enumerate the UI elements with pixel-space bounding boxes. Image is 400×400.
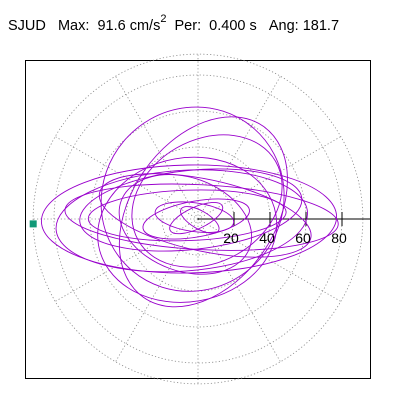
period-value: 0.400 s [209, 18, 257, 34]
grid-spoke-60 [197, 76, 281, 220]
radial-tick-label-20: 20 [223, 230, 239, 246]
grid-spoke-120 [115, 76, 199, 220]
trace-loop-7 [100, 106, 285, 292]
grid-spoke-240 [115, 218, 199, 362]
trace-loop-9 [142, 198, 250, 240]
radial-axis [198, 212, 370, 226]
radial-tick-label-40: 40 [259, 230, 275, 246]
trace-loop-1 [87, 189, 287, 242]
grid-spoke-210 [55, 218, 199, 302]
radial-tick-label-60: 60 [295, 230, 311, 246]
station-code: SJUD [8, 18, 46, 34]
trace-loop-15 [131, 134, 283, 268]
plot-frame [25, 60, 371, 379]
max-label: Max: [57, 18, 90, 34]
trace-loop-5 [40, 164, 338, 274]
peak-marker [29, 220, 37, 228]
trace-loop-4 [55, 169, 308, 273]
trace-loop-14 [118, 174, 253, 275]
chart-header: SJUD Max: 91.6 cm/s2 Per: 0.400 s Ang: 1… [8, 14, 340, 35]
angle-value: 181.7 [302, 18, 340, 34]
max-unit-exponent: 2 [160, 13, 167, 25]
radial-tick-label-80: 80 [331, 230, 347, 246]
grid-spoke-330 [197, 218, 341, 302]
trace-loop-11 [169, 202, 224, 235]
trace-loop-6 [118, 116, 288, 308]
max-value: 91.6 [97, 18, 126, 34]
grid-spoke-150 [55, 136, 199, 220]
max-unit: cm/s [129, 18, 161, 34]
motion-trace [40, 106, 339, 308]
trace-loop-13 [97, 156, 278, 303]
trace-loop-8 [98, 173, 312, 258]
trace-loop-12 [180, 206, 220, 234]
trace-loop-3 [64, 183, 339, 251]
angle-label: Ang: [268, 18, 299, 34]
period-label: Per: [174, 18, 202, 34]
grid-spoke-300 [197, 218, 281, 362]
radial-tick-labels: 20 40 60 80 [223, 230, 347, 246]
